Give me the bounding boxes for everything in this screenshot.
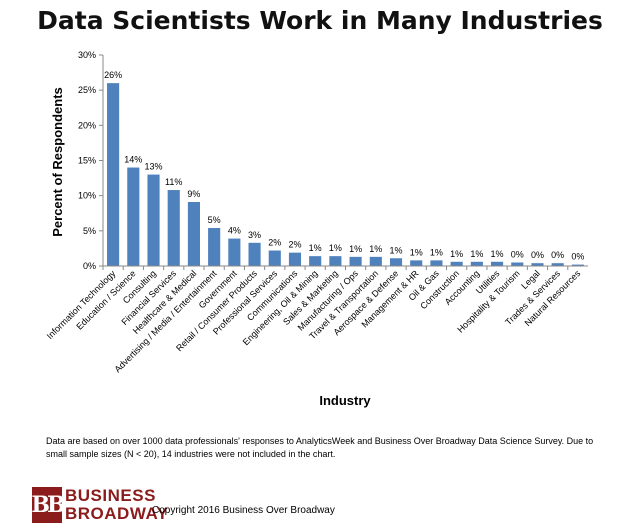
copyright-text: Copyright 2016 Business Over Broadway [152, 505, 335, 516]
bar [571, 264, 584, 266]
bar [491, 261, 504, 266]
data-label: 1% [329, 243, 342, 253]
footnote: Data are based on over 1000 data profess… [46, 436, 594, 459]
y-tick-label: 25% [78, 85, 96, 95]
bar-chart: 0% 5% 10% 15% 20% 25% 30% 26% 14%13%11% 9% 5% 4% 3%… [45, 50, 588, 408]
data-label: 1% [369, 244, 382, 254]
logo-line-2: BROADWAY [65, 504, 169, 523]
bar [127, 167, 140, 266]
bar [450, 261, 463, 266]
data-label: 14% [124, 155, 142, 165]
data-label: 2% [268, 238, 281, 248]
bar [389, 258, 403, 266]
data-label: 1% [349, 244, 362, 254]
bars: 26% 14%13%11% 9% 5% 4% 3% 2% 2% 1% 1% 1% 1% 1% 1% 1% 1%… [104, 70, 584, 266]
bar [309, 256, 322, 266]
bar [147, 174, 160, 266]
y-tick-label: 15% [78, 156, 96, 166]
bar [531, 263, 544, 266]
bar [470, 261, 483, 266]
bar [208, 228, 221, 266]
data-label: 26% [104, 70, 122, 80]
data-label: 0% [551, 250, 564, 260]
data-label: 0% [531, 250, 544, 260]
data-label: 1% [450, 249, 463, 259]
data-label: 1% [470, 249, 483, 259]
y-tick-label: 30% [78, 50, 96, 60]
logo-mark: BB [31, 487, 66, 523]
y-tick-label: 20% [78, 120, 96, 130]
data-label: 4% [228, 226, 241, 236]
chart-title: Data Scientists Work in Many Industries [37, 6, 603, 35]
data-label: 1% [491, 249, 504, 259]
bar [410, 260, 423, 266]
logo-wordmark: BUSINESS BROADWAY [65, 487, 169, 523]
data-label: 9% [187, 189, 200, 199]
bar [369, 256, 382, 266]
data-label: 13% [145, 162, 163, 172]
logo-line-1: BUSINESS [65, 486, 156, 505]
bar [551, 263, 564, 266]
x-axis-title: Industry [319, 393, 371, 408]
bar [268, 250, 281, 266]
data-label: 2% [288, 240, 301, 250]
data-label: 1% [390, 245, 403, 255]
bar [349, 256, 362, 266]
bar [228, 238, 241, 266]
y-axis-title: Percent of Respondents [50, 87, 65, 237]
bar [329, 256, 342, 266]
y-tick-label: 10% [78, 191, 96, 201]
data-label: 3% [248, 230, 261, 240]
business-broadway-logo: BB BUSINESS BROADWAY [31, 484, 169, 526]
data-label: 11% [165, 177, 182, 187]
y-axis: 0% 5% 10% 15% 20% 25% 30% [78, 50, 104, 271]
bar [430, 260, 443, 266]
bar [288, 252, 302, 266]
bar [167, 190, 180, 266]
data-label: 0% [511, 249, 524, 259]
y-tick-label: 5% [83, 226, 96, 236]
data-label: 1% [410, 247, 423, 257]
data-label: 1% [430, 247, 443, 257]
bar [248, 242, 261, 266]
y-tick-label: 0% [83, 261, 96, 271]
bar [107, 83, 120, 266]
bar [511, 262, 524, 266]
data-label: 1% [309, 243, 322, 253]
bar [187, 201, 200, 266]
data-label: 5% [208, 215, 221, 225]
data-label: 0% [571, 252, 584, 262]
